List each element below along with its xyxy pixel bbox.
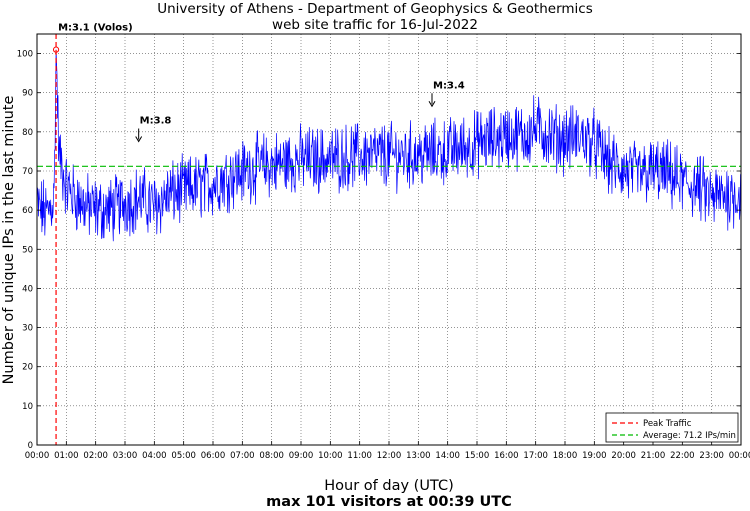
series-line-traffic bbox=[36, 49, 741, 242]
x-tick-label: 17:00 bbox=[523, 451, 548, 461]
annotation-label: M:3.8 bbox=[140, 116, 172, 127]
x-tick-label: 04:00 bbox=[142, 451, 167, 461]
y-tick-label: 80 bbox=[22, 128, 33, 138]
x-tick-label: 12:00 bbox=[377, 451, 402, 461]
x-tick-label: 21:00 bbox=[641, 451, 666, 461]
y-tick-label: 10 bbox=[22, 402, 33, 412]
legend-box bbox=[605, 412, 739, 443]
annotation-arrow-head bbox=[135, 136, 143, 143]
annotation-label: M:3.4 bbox=[433, 80, 465, 91]
legend-average-label: Average: 71.2 IPs/min bbox=[643, 431, 736, 441]
y-tick-label: 0 bbox=[28, 441, 33, 451]
annotations: M:3.1 (Volos) M:3.8 M:3.4 bbox=[58, 23, 465, 143]
max-visitors-footer: max 101 visitors at 00:39 UTC bbox=[266, 494, 512, 510]
y-tick-label: 50 bbox=[22, 245, 33, 255]
y-tick-label: 60 bbox=[22, 206, 33, 216]
annotation-arrow-head bbox=[428, 101, 436, 108]
annotation-label: M:3.1 (Volos) bbox=[58, 23, 133, 34]
x-tick-label: 16:00 bbox=[494, 451, 519, 461]
x-tick-label: 19:00 bbox=[582, 451, 607, 461]
x-tick-label: 03:00 bbox=[113, 451, 138, 461]
y-tick-label: 20 bbox=[22, 363, 33, 373]
legend: Peak Traffic Average: 71.2 IPs/min bbox=[605, 412, 739, 443]
y-axis-label: Number of unique IPs in the last minute bbox=[1, 96, 17, 385]
x-tick-label: 13:00 bbox=[406, 451, 431, 461]
y-tick-label: 40 bbox=[22, 284, 33, 294]
x-tick-label: 14:00 bbox=[435, 451, 460, 461]
chart-title: University of Athens - Department of Geo… bbox=[157, 1, 593, 17]
x-tick-label: 22:00 bbox=[670, 451, 695, 461]
series-layer bbox=[36, 49, 741, 242]
x-tick-label: 07:00 bbox=[230, 451, 255, 461]
y-tick-label: 70 bbox=[22, 167, 33, 177]
peak-marker bbox=[52, 46, 60, 53]
reference-lines bbox=[37, 34, 741, 445]
x-tick-label: 08:00 bbox=[259, 451, 284, 461]
y-tick-label: 30 bbox=[22, 324, 33, 334]
y-tick-label: 100 bbox=[17, 50, 33, 60]
axis-ticks: 00:00 01:00 02:00 03:00 04:00 05:00 06:00 07:00… bbox=[17, 50, 750, 461]
x-tick-label: 02:00 bbox=[83, 451, 108, 461]
legend-peak-label: Peak Traffic bbox=[643, 419, 692, 429]
x-tick-label: 09:00 bbox=[289, 451, 314, 461]
x-tick-label: 00:00 bbox=[25, 451, 50, 461]
x-tick-label: 05:00 bbox=[171, 451, 196, 461]
x-tick-label: 20:00 bbox=[611, 451, 636, 461]
x-tick-label: 18:00 bbox=[553, 451, 578, 461]
x-tick-label: 00:00 bbox=[729, 451, 750, 461]
x-tick-label: 06:00 bbox=[201, 451, 226, 461]
x-tick-label: 11:00 bbox=[347, 451, 372, 461]
x-tick-label: 01:00 bbox=[54, 451, 79, 461]
x-tick-label: 15:00 bbox=[465, 451, 490, 461]
chart-subtitle: web site traffic for 16-Jul-2022 bbox=[272, 17, 478, 33]
grid-lines bbox=[37, 34, 741, 445]
y-tick-label: 90 bbox=[22, 89, 33, 99]
x-axis-label: Hour of day (UTC) bbox=[324, 478, 453, 494]
x-tick-label: 10:00 bbox=[318, 451, 343, 461]
x-tick-label: 23:00 bbox=[699, 451, 724, 461]
